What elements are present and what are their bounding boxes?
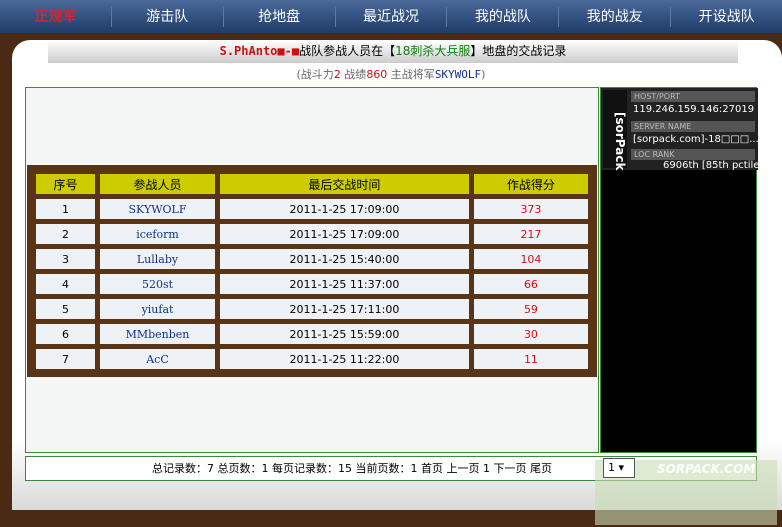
server-name: 18刺杀大兵服	[395, 44, 471, 58]
stat-label: 主战将军	[387, 68, 435, 81]
server-name-label: SERVER NAME	[631, 121, 755, 132]
page-title: S.PhAnto■-■战队参战人员在【18刺杀大兵服】地盘的交战记录	[48, 40, 738, 63]
last-battle-time: 2011-1-25 11:37:00	[218, 273, 470, 295]
player-name[interactable]: Lullaby	[99, 248, 216, 270]
row-index: 1	[35, 198, 97, 220]
sorpack-widget[interactable]: [sorPack HOST/PORT 119.246.159.146:27019…	[601, 88, 763, 171]
table-row: 7 AcC 2011-1-25 11:22:00 11	[35, 348, 589, 370]
battle-table: 序号 参战人员 最后交战时间 作战得分 1 SKYWOLF 2011-1-25 17:09:…	[27, 165, 597, 377]
player-name[interactable]: MMbenben	[99, 323, 216, 345]
stat-label: 战绩	[340, 68, 367, 81]
row-index: 6	[35, 323, 97, 345]
table-row: 4 520st 2011-1-25 11:37:00 66	[35, 273, 589, 295]
last-battle-time: 2011-1-25 15:40:00	[218, 248, 470, 270]
score: 104	[472, 248, 589, 270]
last-battle-time: 2011-1-25 17:11:00	[218, 298, 470, 320]
power-value: 2	[333, 68, 341, 81]
player-name[interactable]: 520st	[99, 273, 216, 295]
host-value: 119.246.159.146:27019	[633, 104, 755, 115]
table-row: 1 SKYWOLF 2011-1-25 17:09:00 373	[35, 198, 589, 220]
sorpack-brand: [sorPack	[603, 90, 627, 170]
score: 30	[472, 323, 589, 345]
last-battle-time: 2011-1-25 11:22:00	[218, 348, 470, 370]
top-nav: 正规军 游击队 抢地盘 最近战况 我的战队 我的战友 开设战队	[0, 0, 782, 33]
row-index: 3	[35, 248, 97, 270]
score: 11	[472, 348, 589, 370]
row-index: 4	[35, 273, 97, 295]
nav-item[interactable]: 我的战友	[558, 6, 670, 27]
nav-item[interactable]: 游击队	[110, 6, 223, 27]
pagination-text[interactable]: 总记录数：7 总页数：1 每页记录数：15 当前页数：1 首页 上一页 1 下一…	[152, 462, 552, 475]
table-row: 3 Lullaby 2011-1-25 15:40:00 104	[35, 248, 589, 270]
server-name-value: [sorpack.com]-18□□□...	[633, 134, 759, 145]
nav-item[interactable]: 抢地盘	[222, 6, 335, 27]
host-label: HOST/PORT	[631, 91, 755, 102]
score: 373	[472, 198, 589, 220]
score: 66	[472, 273, 589, 295]
column-header: 序号	[35, 173, 97, 195]
server-widget-panel: [sorPack HOST/PORT 119.246.159.146:27019…	[600, 87, 763, 453]
row-index: 2	[35, 223, 97, 245]
column-header: 最后交战时间	[218, 173, 470, 195]
stat-label: (战斗力	[296, 68, 334, 81]
row-index: 7	[35, 348, 97, 370]
title-text: 战队参战人员在【	[299, 44, 396, 58]
nav-item[interactable]: 最近战况	[334, 6, 447, 27]
record-value: 860	[366, 68, 388, 81]
title-text-end: 】地盘的交战记录	[470, 44, 567, 58]
nav-item[interactable]: 我的战队	[446, 6, 558, 27]
nav-item[interactable]: 正规军	[34, 8, 77, 25]
team-name: S.PhAnto■-■	[219, 44, 300, 58]
last-battle-time: 2011-1-25 15:59:00	[218, 323, 470, 345]
player-name[interactable]: SKYWOLF	[99, 198, 216, 220]
last-battle-time: 2011-1-25 17:09:00	[218, 223, 470, 245]
player-name[interactable]: iceform	[99, 223, 216, 245]
table-row: 6 MMbenben 2011-1-25 15:59:00 30	[35, 323, 589, 345]
nav-item[interactable]: 开设战队	[670, 6, 782, 27]
leader-link[interactable]: SKYWOLF	[434, 68, 482, 81]
column-header: 参战人员	[99, 173, 216, 195]
stat-label: )	[481, 68, 486, 81]
table-row: 5 yiufat 2011-1-25 17:11:00 59	[35, 298, 589, 320]
row-index: 5	[35, 298, 97, 320]
table-row: 2 iceform 2011-1-25 17:09:00 217	[35, 223, 589, 245]
loc-rank-label: LOC RANK	[631, 149, 755, 160]
team-stats: (战斗力2 战绩860 主战将军SKYWOLF)	[0, 66, 782, 82]
rank-value: 6906th [85th pctile]	[663, 160, 764, 171]
player-name[interactable]: yiufat	[99, 298, 216, 320]
last-battle-time: 2011-1-25 17:09:00	[218, 198, 470, 220]
score: 59	[472, 298, 589, 320]
column-header: 作战得分	[472, 173, 589, 195]
player-name[interactable]: AcC	[99, 348, 216, 370]
page-select[interactable]: 1 ▾	[603, 458, 635, 478]
score: 217	[472, 223, 589, 245]
